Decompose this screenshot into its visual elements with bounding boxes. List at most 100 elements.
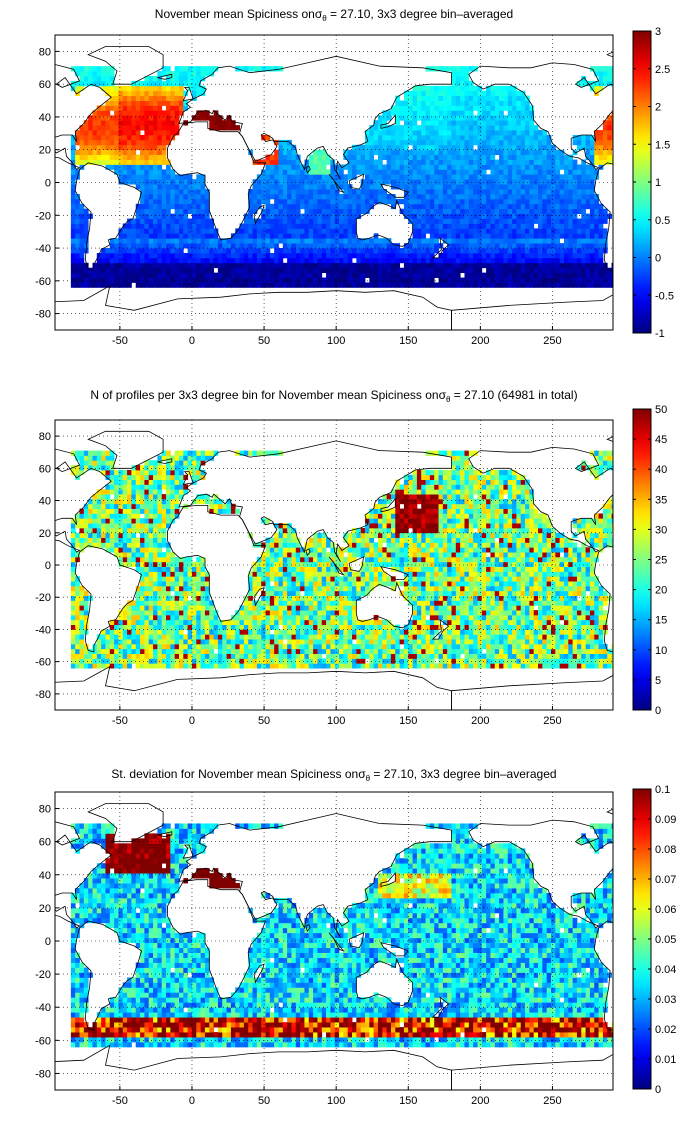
heatmap-cell	[114, 154, 119, 160]
heatmap-cell	[265, 159, 271, 165]
heatmap-cell	[239, 252, 245, 259]
heatmap-cell	[551, 213, 556, 219]
heatmap-cell	[442, 85, 448, 92]
heatmap-cell	[135, 600, 141, 606]
heatmap-cell	[153, 566, 158, 572]
heatmap-cell	[390, 134, 396, 141]
heatmap-cell	[70, 139, 76, 146]
heatmap-cell	[157, 513, 163, 519]
heatmap-cell	[594, 144, 599, 151]
heatmap-cell	[183, 619, 189, 626]
heatmap-cell	[140, 571, 145, 577]
heatmap-cell	[429, 189, 435, 195]
heatmap-cell	[563, 218, 569, 224]
heatmap-cell	[131, 120, 137, 126]
heatmap-cell	[581, 277, 587, 283]
heatmap-cell	[114, 547, 119, 553]
heatmap-cell	[166, 508, 171, 514]
heatmap-cell	[75, 658, 80, 664]
heatmap-cell	[114, 243, 119, 249]
heatmap-cell	[187, 605, 193, 611]
heatmap-cell	[395, 120, 401, 126]
heatmap-cell	[92, 282, 98, 288]
heatmap-cell	[131, 619, 137, 626]
heatmap-cell	[157, 643, 163, 650]
heatmap-cell	[83, 130, 89, 136]
heatmap-cell	[538, 248, 543, 254]
heatmap-cell	[486, 90, 491, 97]
coastline	[305, 165, 311, 174]
heatmap-cell	[507, 252, 513, 259]
heatmap-cell	[183, 272, 189, 278]
heatmap-cell	[105, 125, 111, 131]
heatmap-cell	[563, 243, 569, 249]
heatmap-cell	[179, 71, 184, 77]
heatmap-cell	[520, 115, 526, 121]
heatmap-cell	[416, 169, 422, 175]
heatmap-cell	[399, 144, 405, 151]
heatmap-cell	[170, 105, 176, 111]
heatmap-cell	[191, 282, 197, 288]
heatmap-cell	[429, 203, 435, 210]
heatmap-cell	[127, 552, 132, 558]
heatmap-cell	[477, 213, 483, 219]
heatmap-cell	[460, 193, 465, 200]
heatmap-cell	[494, 115, 500, 121]
heatmap-cell	[135, 585, 141, 592]
heatmap-cell	[118, 479, 124, 485]
heatmap-cell	[542, 144, 548, 151]
heatmap-cell	[140, 120, 145, 126]
heatmap-cell	[520, 282, 526, 288]
heatmap-cell	[576, 262, 582, 269]
heatmap-cell	[157, 648, 163, 655]
heatmap-cells	[70, 450, 613, 669]
heatmap-cell	[516, 228, 522, 234]
heatmap-cell	[144, 465, 150, 471]
heatmap-cell	[187, 262, 193, 269]
colorbar-tick-label: 2.5	[655, 64, 670, 76]
heatmap-cell	[261, 233, 266, 239]
heatmap-cell	[131, 85, 137, 92]
heatmap-cell	[369, 238, 375, 244]
heatmap-cell	[503, 238, 509, 244]
heatmap-cell	[118, 532, 124, 539]
heatmap-cell	[153, 174, 158, 180]
heatmap-cell	[170, 585, 176, 592]
coastline	[380, 114, 396, 129]
heatmap-cell	[191, 663, 197, 669]
heatmap-cell	[239, 233, 245, 239]
heatmap-cell	[79, 248, 85, 254]
heatmap-cell	[585, 144, 591, 151]
heatmap-cell	[287, 243, 292, 249]
heatmap-cell	[166, 115, 171, 121]
heatmap-cell	[191, 614, 197, 621]
heatmap-cell	[494, 134, 500, 141]
heatmap-cell	[308, 282, 314, 288]
heatmap-cell	[486, 203, 491, 210]
heatmap-cell	[148, 233, 154, 239]
heatmap-cell	[455, 174, 461, 180]
heatmap-cell	[390, 125, 396, 131]
heatmap-cell	[503, 282, 509, 288]
heatmap-cell	[127, 508, 132, 514]
heatmap-cell	[464, 164, 470, 170]
heatmap-cell	[572, 189, 578, 195]
heatmap-cell	[191, 75, 197, 82]
heatmap-cell	[148, 590, 154, 597]
heatmap-cell	[101, 134, 106, 141]
heatmap-cell	[200, 248, 206, 254]
heatmap-cell	[520, 203, 526, 210]
heatmap-cell	[434, 213, 439, 219]
heatmap-cell	[88, 465, 93, 471]
heatmap-cell	[499, 95, 504, 101]
heatmap-cell	[179, 643, 184, 650]
heatmap-cell	[209, 243, 215, 249]
heatmap-cell	[455, 243, 461, 249]
heatmap-cell	[308, 189, 314, 195]
heatmap-cell	[468, 184, 474, 190]
heatmap-cell	[421, 184, 426, 190]
heatmap-cell	[161, 144, 167, 151]
heatmap-cell	[256, 223, 262, 229]
heatmap-cell	[70, 566, 76, 572]
heatmap-cell	[563, 228, 569, 234]
